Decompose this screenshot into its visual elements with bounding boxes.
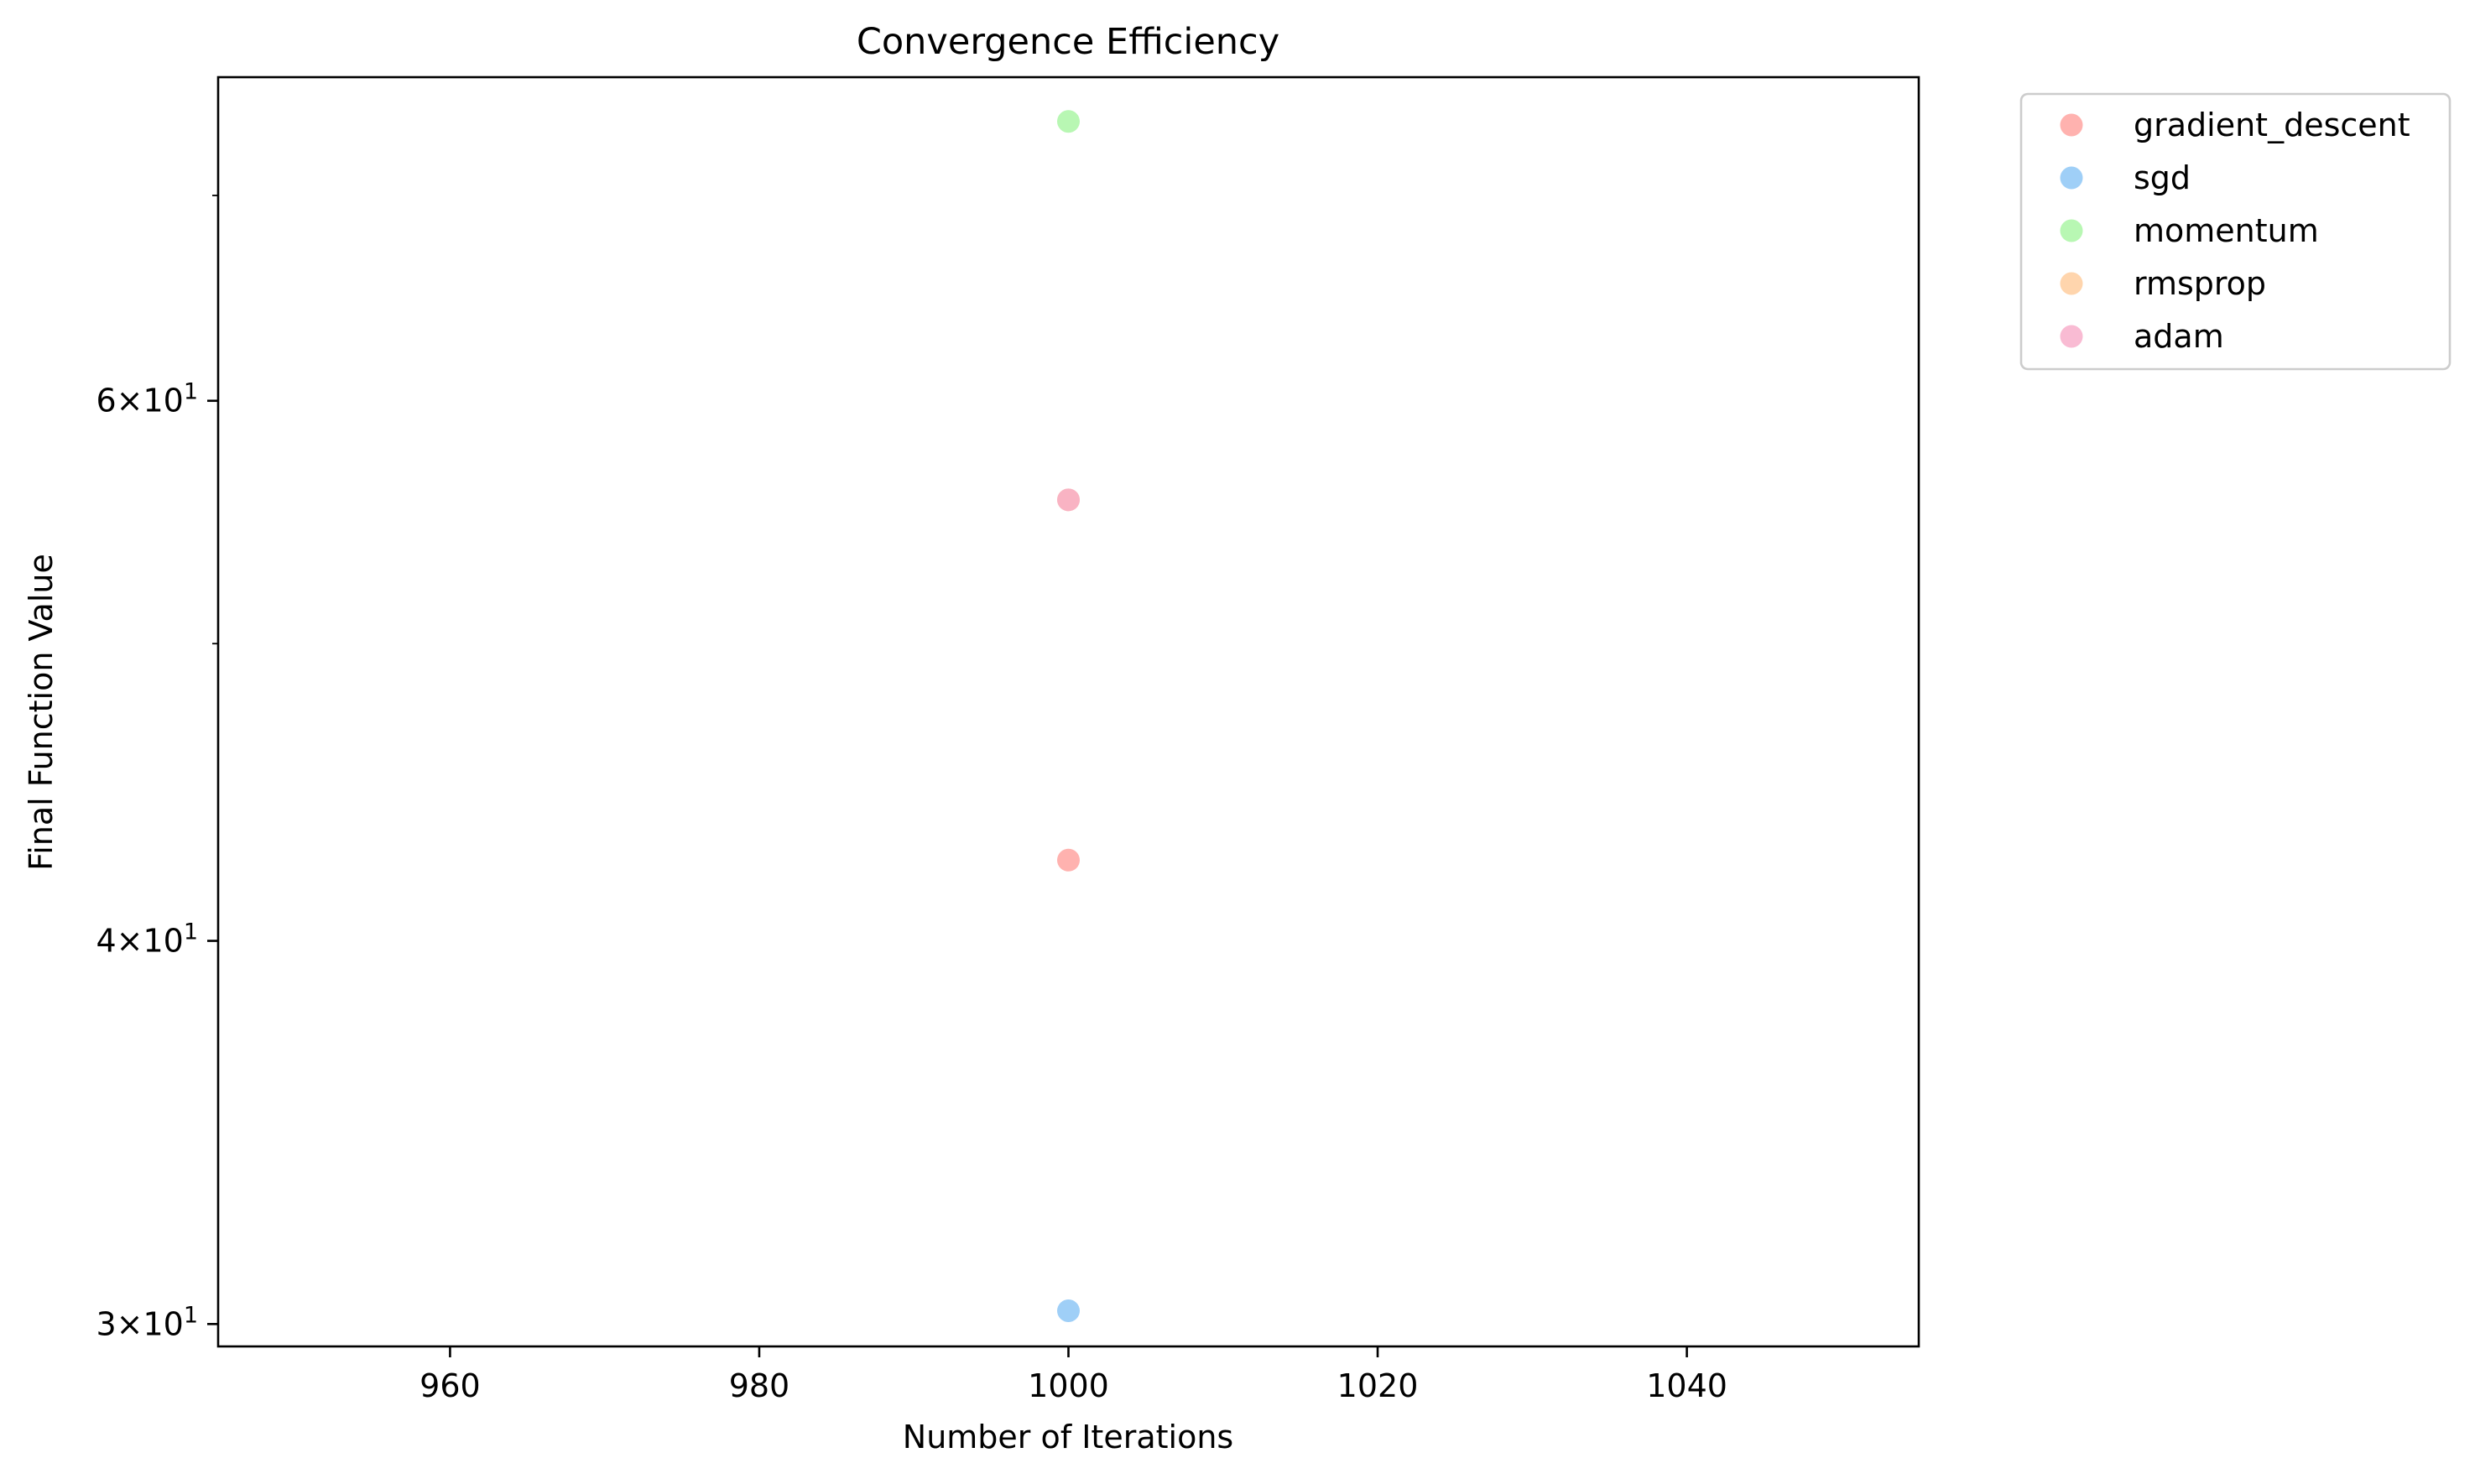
legend-label-gradient_descent: gradient_descent: [2134, 107, 2410, 143]
x-tick-label: 980: [729, 1367, 790, 1404]
point-momentum: [1057, 110, 1080, 133]
legend-marker-adam: [2060, 325, 2083, 348]
point-adam: [1057, 488, 1080, 512]
legend-marker-sgd: [2060, 166, 2083, 190]
x-tick-label: 1000: [1028, 1367, 1109, 1404]
y-tick-label: 6×101: [96, 379, 198, 419]
legend-label-sgd: sgd: [2134, 159, 2191, 196]
legend-label-rmsprop: rmsprop: [2134, 265, 2266, 302]
legend-label-adam: adam: [2134, 318, 2224, 355]
point-sgd: [1057, 1299, 1080, 1323]
legend-marker-gradient_descent: [2060, 113, 2083, 137]
x-tick-label: 1020: [1337, 1367, 1419, 1404]
y-axis-label: Final Function Value: [23, 554, 60, 871]
legend-marker-momentum: [2060, 219, 2083, 242]
x-axis-label: Number of Iterations: [903, 1419, 1233, 1455]
point-gradient_descent: [1057, 848, 1080, 872]
chart-title: Convergence Efficiency: [857, 21, 1279, 63]
legend-label-momentum: momentum: [2134, 212, 2319, 249]
marks-layer: [1057, 110, 1080, 1323]
x-tick-label: 960: [419, 1367, 481, 1404]
x-tick-label: 1040: [1646, 1367, 1727, 1404]
legend-marker-rmsprop: [2060, 272, 2083, 295]
axes-layer: 960 980 1000 1020 1040 3×101 4×101 6×101: [96, 195, 1727, 1404]
y-tick-label: 4×101: [96, 919, 198, 960]
y-tick-label: 3×101: [96, 1302, 198, 1342]
legend-frame: [2019, 92, 2452, 371]
